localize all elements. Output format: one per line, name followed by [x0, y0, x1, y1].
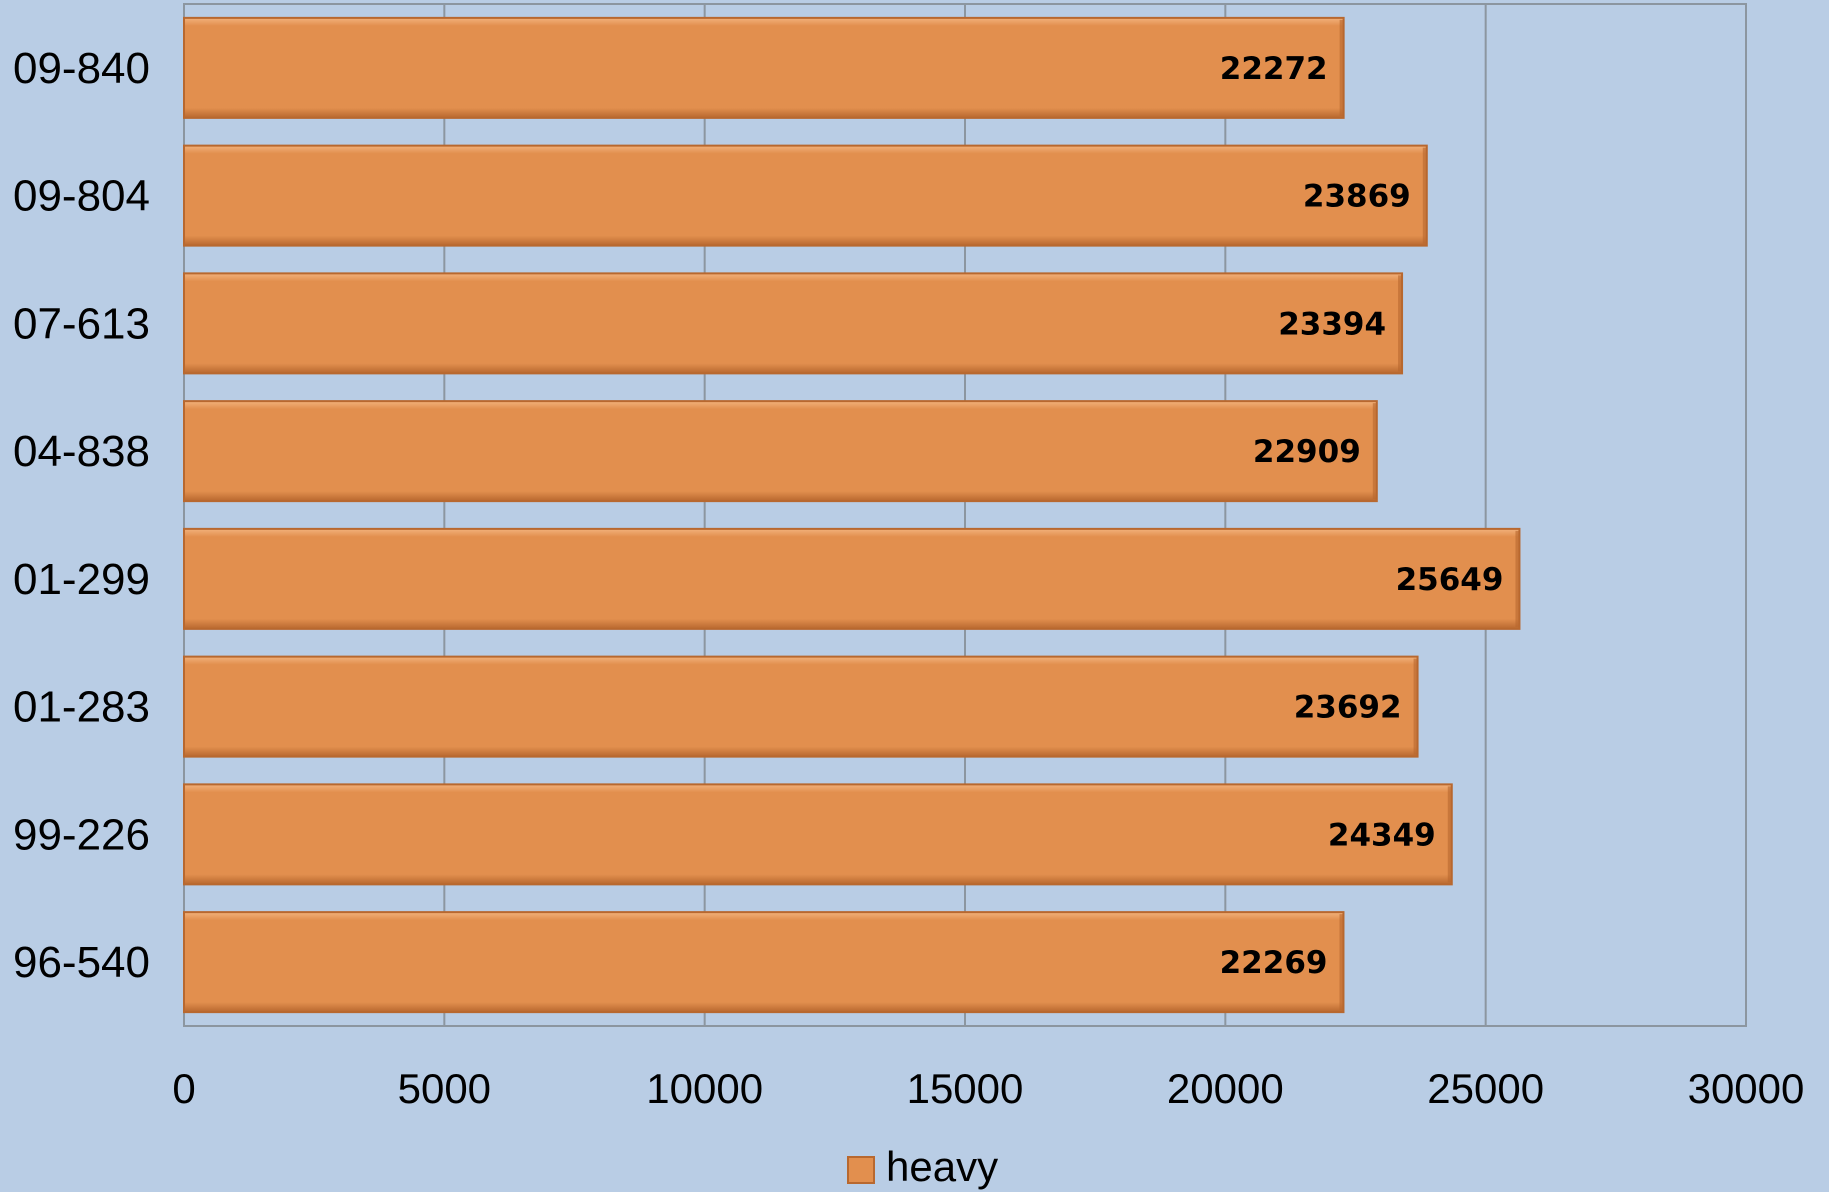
bar-edge-96-540: [1339, 914, 1344, 1011]
bar-edge-99-226: [1447, 786, 1452, 883]
data-label-96-540: 22269: [1220, 945, 1328, 981]
bar-96-540: 22269: [183, 911, 1345, 1014]
bar-edge-09-804: [1422, 147, 1427, 244]
data-label-09-840: 22272: [1220, 51, 1328, 87]
bar-edge-01-283: [1413, 658, 1418, 755]
category-axis-labels: 09-840 09-804 07-613 04-838 01-299 01-283 99-2…: [13, 44, 150, 987]
plot-area-frame: [183, 3, 1747, 1027]
bar-09-804: 23869: [183, 144, 1428, 247]
category-label-01-299: 01-299: [13, 555, 150, 604]
bar-rect-09-840: [183, 16, 1345, 119]
category-label-96-540: 96-540: [13, 938, 150, 987]
bar-01-299: 25649: [183, 527, 1521, 630]
bar-edge-09-840: [1339, 19, 1344, 116]
bar-rect-96-540: [183, 911, 1345, 1014]
legend-label-heavy: heavy: [886, 1143, 998, 1190]
legend: heavy: [847, 1143, 998, 1190]
data-label-01-299: 25649: [1396, 562, 1504, 598]
bar-rect-01-283: [183, 655, 1419, 758]
bar-rect-01-299: [183, 527, 1521, 630]
category-label-09-804: 09-804: [13, 172, 150, 221]
category-label-04-838: 04-838: [13, 427, 150, 476]
value-axis-tick-labels: 0 5000 10000 15000 20000 25000 30000: [172, 1065, 1804, 1112]
tick-label-20000: 20000: [1167, 1065, 1284, 1112]
tick-label-15000: 15000: [907, 1065, 1024, 1112]
bar-04-838: 22909: [183, 400, 1378, 503]
category-label-99-226: 99-226: [13, 810, 150, 859]
bar-rect-07-613: [183, 272, 1404, 375]
bar-09-840: 22272: [183, 16, 1345, 119]
data-label-09-804: 23869: [1303, 179, 1411, 215]
bar-99-226: 24349: [183, 783, 1453, 886]
tick-label-5000: 5000: [398, 1065, 491, 1112]
data-label-04-838: 22909: [1253, 434, 1361, 470]
category-label-09-840: 09-840: [13, 44, 150, 93]
data-label-99-226: 24349: [1328, 817, 1436, 853]
category-label-01-283: 01-283: [13, 683, 150, 732]
data-label-01-283: 23692: [1294, 690, 1402, 726]
tick-label-25000: 25000: [1427, 1065, 1544, 1112]
bar-rect-04-838: [183, 400, 1378, 503]
bar-edge-07-613: [1398, 275, 1403, 372]
bar-01-283: 23692: [183, 655, 1419, 758]
bar-07-613: 23394: [183, 272, 1404, 375]
bar-rect-99-226: [183, 783, 1453, 886]
tick-label-10000: 10000: [646, 1065, 763, 1112]
bars: 22272 23869 23394 22909 25649 23692 24349 22269: [183, 16, 1521, 1014]
legend-swatch-heavy: [847, 1156, 875, 1184]
bar-edge-01-299: [1515, 530, 1520, 627]
bar-edge-04-838: [1372, 403, 1377, 500]
category-label-07-613: 07-613: [13, 299, 150, 348]
data-label-07-613: 23394: [1278, 306, 1386, 342]
bar-rect-09-804: [183, 144, 1428, 247]
tick-label-0: 0: [172, 1065, 195, 1112]
tick-label-30000: 30000: [1688, 1065, 1805, 1112]
